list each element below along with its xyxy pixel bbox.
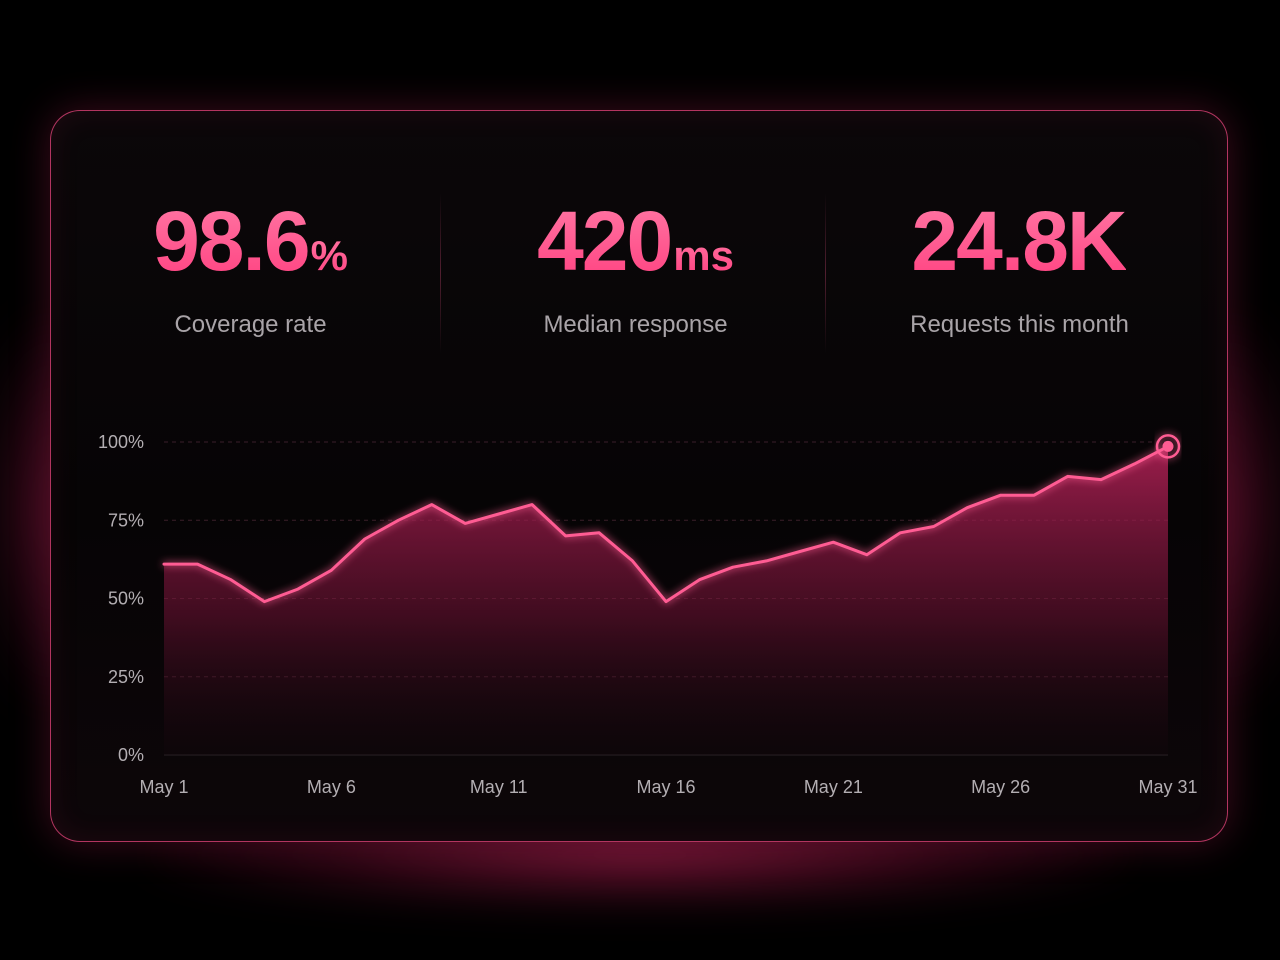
- stat-divider: [825, 193, 826, 353]
- stat-unit: %: [310, 232, 348, 279]
- stat-coverage: 98.6% Coverage rate: [58, 193, 443, 339]
- y-axis-ticks: 100% 75% 50% 25% 0%: [98, 432, 144, 765]
- series-area: [164, 446, 1168, 755]
- x-tick-label: May 6: [307, 777, 356, 797]
- stat-divider: [440, 193, 441, 353]
- data-point: [831, 540, 835, 544]
- data-point: [664, 600, 668, 604]
- data-point: [865, 553, 869, 557]
- data-point: [564, 534, 568, 538]
- x-tick-label: May 11: [470, 777, 528, 797]
- stat-requests: 24.8K Requests this month: [827, 193, 1212, 339]
- series-coverage: [162, 444, 1170, 755]
- data-point: [1032, 493, 1036, 497]
- stat-value: 24.8K: [827, 193, 1212, 289]
- data-point: [898, 531, 902, 535]
- data-point: [262, 600, 266, 604]
- y-tick-label: 50%: [108, 589, 144, 609]
- y-tick-label: 75%: [108, 510, 144, 530]
- stat-label: Median response: [543, 311, 728, 338]
- data-point: [597, 531, 601, 535]
- stat-number: 98.6: [153, 194, 310, 288]
- x-tick-label: May 16: [636, 777, 695, 797]
- data-point: [530, 503, 534, 507]
- data-point: [731, 565, 735, 569]
- stats-row: 98.6% Coverage rate 420ms Median respons…: [51, 193, 1227, 353]
- x-tick-label: May 31: [1138, 777, 1197, 797]
- data-point: [329, 568, 333, 572]
- data-point: [965, 506, 969, 510]
- stat-label: Coverage rate: [174, 311, 327, 338]
- data-point: [430, 503, 434, 507]
- y-tick-label: 100%: [98, 432, 144, 452]
- stat-value: 98.6%: [58, 193, 443, 289]
- data-point: [229, 578, 233, 582]
- stat-median-response: 420ms Median response: [443, 193, 828, 339]
- coverage-area-chart: 100%75%50%25%0% May 1 May 6 May 11 May 16 Ma…: [98, 432, 1198, 797]
- data-point: [631, 559, 635, 563]
- data-point: [396, 518, 400, 522]
- data-point: [798, 550, 802, 554]
- y-tick-label: 25%: [108, 667, 144, 687]
- data-point: [463, 521, 467, 525]
- data-point: [162, 562, 166, 566]
- stat-unit: ms: [673, 232, 734, 279]
- data-point: [1099, 478, 1103, 482]
- x-tick-label: May 26: [971, 777, 1030, 797]
- stat-label: Requests this month: [910, 311, 1129, 338]
- last-point-marker: [1162, 440, 1174, 452]
- data-points: [162, 434, 1181, 604]
- data-point: [195, 562, 199, 566]
- stat-value: 420ms: [443, 193, 828, 289]
- data-point: [363, 537, 367, 541]
- metrics-card: 98.6% Coverage rate 420ms Median respons…: [50, 110, 1228, 842]
- stat-number: 24.8K: [911, 194, 1127, 288]
- data-point: [1133, 462, 1137, 466]
- x-tick-label: May 21: [804, 777, 863, 797]
- series-line: [162, 444, 1170, 604]
- data-point: [1066, 474, 1070, 478]
- stat-number: 420: [537, 194, 673, 288]
- data-point: [497, 512, 501, 516]
- data-point: [697, 578, 701, 582]
- y-tick-label: 0%: [118, 745, 144, 765]
- x-axis-ticks: May 1 May 6 May 11 May 16 May 21 May 26 May 31: [139, 777, 1197, 797]
- data-point: [932, 525, 936, 529]
- data-point: [296, 587, 300, 591]
- data-point: [764, 559, 768, 563]
- last-point-ring: [1155, 434, 1181, 459]
- x-tick-label: May 1: [139, 777, 188, 797]
- data-point: [999, 493, 1003, 497]
